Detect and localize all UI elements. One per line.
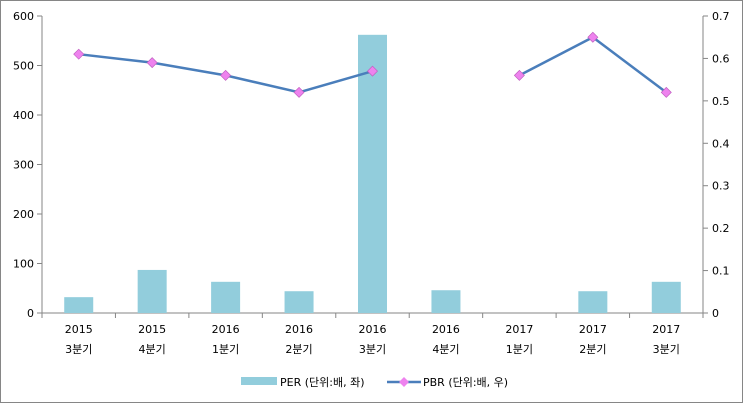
per-bar (137, 269, 167, 313)
per-bar (651, 281, 681, 313)
pbr-point (513, 69, 525, 81)
x-tick-label-year: 2017 (652, 323, 680, 336)
pbr-point (146, 57, 158, 69)
x-tick-label-year: 2017 (579, 323, 607, 336)
x-tick-label-quarter: 1분기 (506, 343, 533, 356)
x-tick-label-quarter: 1분기 (212, 343, 239, 356)
left-tick-label: 600 (13, 10, 34, 23)
x-tick-label-quarter: 3분기 (653, 343, 680, 356)
per-bar (358, 34, 387, 314)
right-tick-label: 0.7 (712, 10, 730, 23)
left-tick-label: 400 (13, 109, 34, 122)
per-bar (284, 291, 314, 313)
x-tick-label-quarter: 4분기 (139, 343, 166, 356)
right-tick-label: 0.3 (712, 180, 730, 193)
right-tick-label: 0.2 (712, 222, 730, 235)
right-tick-label: 0 (712, 307, 719, 320)
pbr-point (367, 65, 378, 77)
left-tick-label: 300 (13, 159, 34, 172)
pbr-point (660, 86, 672, 98)
left-tick-label: 500 (13, 60, 34, 73)
x-tick-label-year: 2015 (65, 323, 93, 336)
x-tick-label-year: 2016 (432, 323, 460, 336)
x-tick-label-quarter: 2분기 (579, 343, 606, 356)
left-tick-label: 200 (13, 208, 34, 221)
x-tick-label-year: 2016 (359, 323, 387, 336)
x-tick-label-year: 2017 (505, 323, 533, 336)
x-tick-label-year: 2015 (138, 323, 166, 336)
legend-per-swatch (241, 377, 277, 385)
pbr-point (293, 86, 305, 98)
right-tick-label: 0.1 (712, 265, 730, 278)
x-tick-label-year: 2016 (212, 323, 240, 336)
per-bar (64, 297, 94, 313)
pbr-point (587, 31, 599, 43)
x-tick-label-quarter: 2분기 (285, 343, 312, 356)
per-bar (578, 291, 608, 313)
pbr-line (518, 35, 668, 94)
right-tick-label: 0.4 (712, 137, 730, 150)
x-tick-label-year: 2016 (285, 323, 313, 336)
left-tick-label: 100 (13, 258, 34, 271)
right-tick-label: 0.5 (712, 95, 730, 108)
legend-pbr-marker (399, 377, 409, 387)
x-tick-label-quarter: 3분기 (65, 343, 92, 356)
x-tick-label-quarter: 4분기 (432, 343, 459, 356)
x-tick-label-quarter: 3분기 (359, 343, 386, 356)
per-bar (211, 281, 241, 313)
pbr-point (73, 48, 85, 60)
legend-per-label: PER (단위:배, 좌) (280, 376, 365, 389)
pbr-point (220, 69, 232, 81)
left-tick-label: 0 (27, 307, 34, 320)
legend-pbr-label: PBR (단위:배, 우) (423, 376, 508, 389)
right-tick-label: 0.6 (712, 52, 730, 65)
per-bar (431, 290, 461, 313)
